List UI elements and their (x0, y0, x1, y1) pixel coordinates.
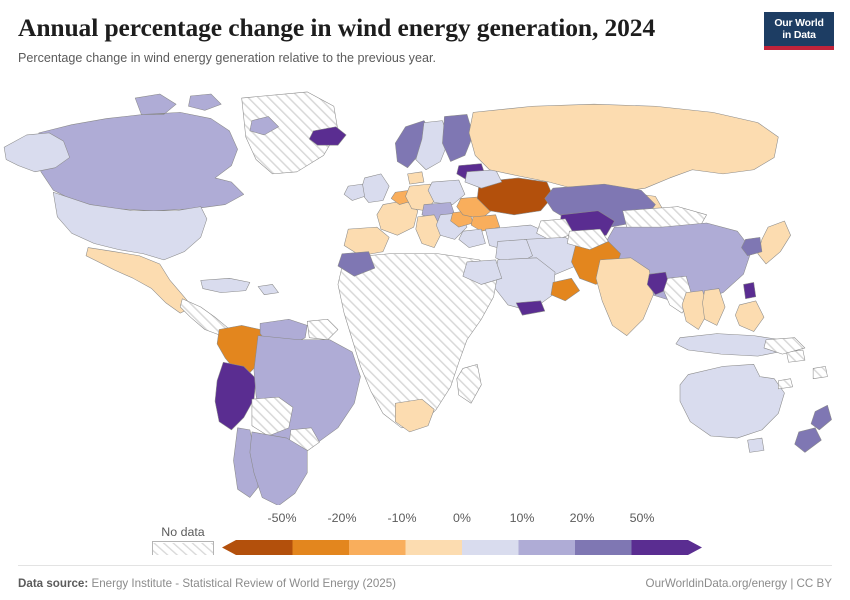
chart-footer: Data source: Energy Institute - Statisti… (18, 565, 832, 600)
country-peru[interactable] (215, 362, 256, 430)
region-caribbean[interactable] (201, 278, 279, 294)
legend-color-ramp[interactable]: -50% -20% -10% 0% 10% 20% 50% (222, 511, 702, 555)
legend-tick-labels: -50% -20% -10% 0% 10% 20% 50% (222, 511, 702, 527)
country-new-zealand[interactable] (795, 405, 832, 452)
legend-no-data[interactable]: No data (152, 524, 214, 555)
country-malaysia-indonesia[interactable] (676, 334, 789, 357)
legend-bin-2[interactable] (349, 540, 406, 555)
world-choropleth-map[interactable] (0, 72, 850, 505)
legend-bin-0[interactable] (236, 540, 293, 555)
legend-bin-4[interactable] (462, 540, 519, 555)
country-greenland[interactable] (242, 92, 338, 174)
country-madagascar[interactable] (457, 364, 482, 403)
legend-tick-6: 50% (629, 510, 655, 525)
country-italy[interactable] (416, 215, 443, 248)
country-guyanas[interactable] (307, 319, 338, 339)
owid-logo-line1: Our World (774, 17, 824, 29)
country-japan[interactable] (758, 221, 791, 264)
footer-data-source: Data source: Energy Institute - Statisti… (18, 577, 396, 590)
legend-bin-5[interactable] (518, 540, 576, 555)
country-tasmania[interactable] (748, 438, 764, 452)
country-canada[interactable] (35, 94, 279, 211)
country-denmark[interactable] (408, 172, 424, 184)
legend-tick-0: -50% (267, 510, 297, 525)
country-afghanistan[interactable] (567, 229, 608, 249)
country-argentina[interactable] (250, 432, 307, 505)
country-philippines[interactable] (735, 301, 764, 332)
legend-left-arrow[interactable] (222, 540, 236, 555)
country-australia[interactable] (680, 364, 784, 438)
country-mexico[interactable] (86, 247, 193, 313)
legend-gradient-bar[interactable] (222, 540, 702, 555)
map-legend: No data -50% -20% -10% 0% 10% 20% 50% (0, 505, 850, 565)
owid-logo[interactable]: Our World in Data (764, 12, 834, 50)
map-svg[interactable] (0, 72, 850, 505)
legend-no-data-swatch[interactable] (152, 541, 214, 555)
legend-tick-5: 20% (569, 510, 595, 525)
country-south-africa[interactable] (395, 399, 434, 432)
country-spain-portugal[interactable] (344, 227, 389, 256)
region-pacific-islands[interactable] (778, 350, 827, 389)
owid-logo-line2: in Data (782, 29, 816, 42)
country-poland[interactable] (428, 180, 465, 205)
country-taiwan[interactable] (743, 282, 755, 298)
country-india[interactable] (596, 258, 653, 336)
country-bolivia[interactable] (252, 397, 293, 436)
country-united-kingdom[interactable] (360, 174, 389, 203)
legend-right-arrow[interactable] (688, 540, 702, 555)
region-png[interactable] (764, 338, 805, 354)
chart-header: Annual percentage change in wind energy … (0, 0, 850, 66)
country-south-korea[interactable] (741, 237, 761, 255)
country-sweden[interactable] (416, 121, 449, 170)
footer-source-text: Energy Institute - Statistical Review of… (88, 576, 397, 590)
country-finland[interactable] (442, 114, 473, 161)
legend-no-data-label: No data (161, 524, 205, 539)
country-morocco[interactable] (338, 252, 375, 277)
legend-tick-4: 10% (509, 510, 535, 525)
legend-bin-3[interactable] (405, 540, 463, 555)
country-egypt[interactable] (463, 260, 502, 285)
country-yemen[interactable] (516, 301, 545, 315)
country-thailand[interactable] (682, 291, 709, 330)
country-ukraine[interactable] (477, 178, 553, 215)
country-vietnam[interactable] (703, 288, 726, 325)
footer-source-label: Data source: (18, 576, 89, 590)
map-countries[interactable] (4, 92, 831, 505)
page-title: Annual percentage change in wind energy … (18, 13, 656, 42)
footer-link[interactable]: OurWorldinData.org/energy | CC BY (645, 576, 832, 590)
legend-tick-3: 0% (453, 510, 471, 525)
legend-bin-7[interactable] (631, 540, 689, 555)
country-alaska[interactable] (4, 133, 70, 172)
country-oman[interactable] (551, 278, 580, 301)
legend-bin-6[interactable] (575, 540, 632, 555)
country-iceland[interactable] (309, 127, 346, 145)
legend-tick-1: -20% (327, 510, 357, 525)
legend-tick-2: -10% (387, 510, 417, 525)
country-greece[interactable] (459, 229, 486, 247)
country-ireland[interactable] (344, 184, 364, 200)
chart-subtitle: Percentage change in wind energy generat… (18, 50, 436, 65)
legend-bin-1[interactable] (292, 540, 350, 555)
country-united-states[interactable] (53, 192, 207, 260)
